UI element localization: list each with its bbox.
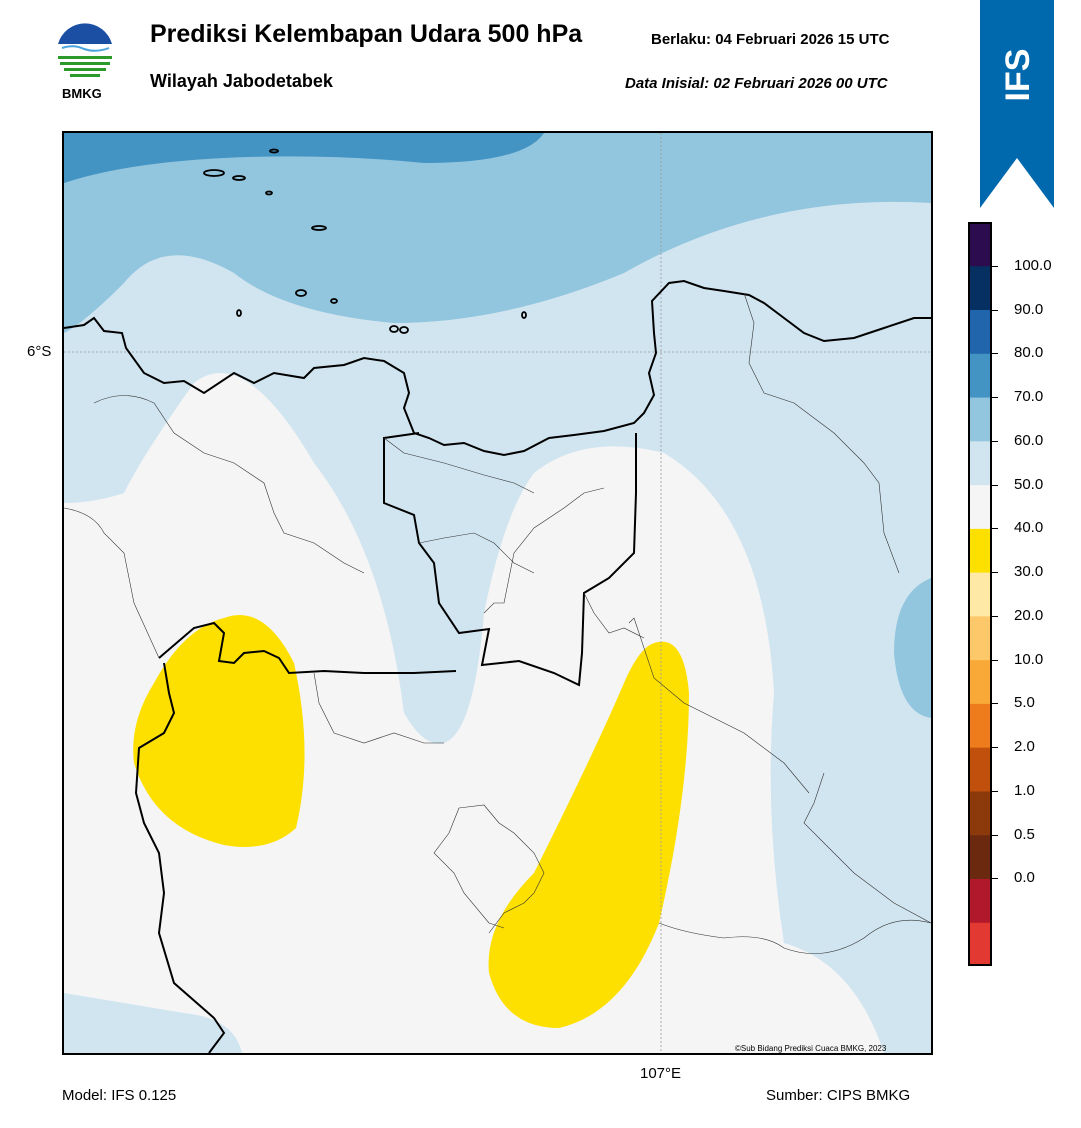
colorbar-segment xyxy=(968,353,992,398)
colorbar-tick-mark xyxy=(992,484,998,486)
colorbar-segment xyxy=(968,747,992,792)
island-group xyxy=(203,148,527,334)
colorbar-tick-mark xyxy=(992,747,998,749)
colorbar-tick-mark xyxy=(992,659,998,661)
colorbar-tick-mark xyxy=(992,353,998,355)
colorbar-tick-label: 2.0 xyxy=(1014,738,1035,756)
humidity-zone-light-blue xyxy=(64,133,931,333)
region-subtitle: Wilayah Jabodetabek xyxy=(150,71,333,91)
ifs-banner xyxy=(980,0,1054,208)
colorbar-segment xyxy=(968,265,992,311)
colorbar-tick-label: 20.0 xyxy=(1014,606,1044,624)
colorbar-tick-mark xyxy=(992,878,998,880)
colorbar-tick-mark xyxy=(992,615,998,617)
colorbar-tick-mark xyxy=(992,703,998,705)
initial-data-time: Data Inisial: 02 Februari 2026 00 UTC xyxy=(625,75,888,92)
humidity-zone-yellow-east xyxy=(488,641,689,1028)
longitude-label: 107°E xyxy=(640,1065,682,1082)
colorbar-tick-mark xyxy=(992,397,998,399)
colorbar-segment xyxy=(968,703,992,748)
colorbar-tick-label: 60.0 xyxy=(1014,431,1044,449)
colorbar-tick-label: 80.0 xyxy=(1014,344,1044,362)
colorbar-tick-label: 1.0 xyxy=(1014,781,1035,799)
colorbar-segment xyxy=(968,528,992,573)
province-border xyxy=(383,432,637,687)
colorbar-tick-label: 50.0 xyxy=(1014,475,1044,493)
colorbar-tick-label: 10.0 xyxy=(1014,650,1044,668)
colorbar-segment xyxy=(968,440,992,486)
colorbar-tick-mark xyxy=(992,309,998,311)
colorbar-tick-mark xyxy=(992,834,998,836)
colorbar-tick-label: 0.0 xyxy=(1014,869,1035,887)
humidity-zone-pale-blue-sw xyxy=(64,993,242,1053)
humidity-zone-light-blue-east xyxy=(894,578,931,718)
map-panel xyxy=(62,131,933,1055)
humidity-zone-yellow-west xyxy=(133,615,305,847)
colorbar-tick-label: 30.0 xyxy=(1014,563,1044,581)
colorbar-segment xyxy=(968,309,992,354)
source-label: Sumber: CIPS BMKG xyxy=(766,1087,911,1104)
logo-text: BMKG xyxy=(62,86,102,101)
colorbar-segment xyxy=(968,397,992,442)
colorbar-tick-mark xyxy=(992,265,998,267)
colorbar-tick-mark xyxy=(992,528,998,530)
province-border-2 xyxy=(158,621,457,675)
colorbar-segment xyxy=(968,659,992,704)
humidity-zone-mid-blue xyxy=(64,133,544,183)
colorbar-tick-label: 5.0 xyxy=(1014,694,1035,712)
colorbar-tick-mark xyxy=(992,790,998,792)
humidity-map xyxy=(64,133,931,1053)
district-boundaries xyxy=(64,292,931,954)
colorbar-segment xyxy=(968,878,992,923)
colorbar-segment xyxy=(968,615,992,661)
province-border-3 xyxy=(134,662,226,1053)
valid-time: Berlaku: 04 Februari 2026 15 UTC xyxy=(651,31,890,48)
copyright-note: ©Sub Bidang Prediksi Cuaca BMKG, 2023 xyxy=(735,1044,887,1053)
colorbar-tick-mark xyxy=(992,572,998,574)
colorbar-tick-label: 70.0 xyxy=(1014,388,1044,406)
colorbar-segment xyxy=(968,790,992,836)
colorbar-border xyxy=(968,222,992,966)
colorbar-segment xyxy=(968,922,992,966)
coastline xyxy=(64,279,931,457)
colorbar-tick-label: 40.0 xyxy=(1014,519,1044,537)
ifs-banner-text: IFS xyxy=(999,48,1037,102)
colorbar-tick-label: 100.0 xyxy=(1014,256,1052,274)
colorbar-tick-label: 0.5 xyxy=(1014,825,1035,843)
humidity-zone-pale-blue xyxy=(64,133,931,1053)
colorbar-tick-label: 90.0 xyxy=(1014,300,1044,318)
latitude-label: 6°S xyxy=(27,343,52,360)
colorbar-segment xyxy=(968,572,992,617)
colorbar xyxy=(968,222,992,966)
page-title: Prediksi Kelembapan Udara 500 hPa xyxy=(150,20,583,48)
colorbar-segment xyxy=(968,484,992,529)
colorbar-segment xyxy=(968,834,992,879)
bmkg-logo-icon xyxy=(55,23,115,84)
colorbar-tick-mark xyxy=(992,440,998,442)
model-label: Model: IFS 0.125 xyxy=(62,1087,177,1104)
colorbar-segment xyxy=(968,222,992,267)
